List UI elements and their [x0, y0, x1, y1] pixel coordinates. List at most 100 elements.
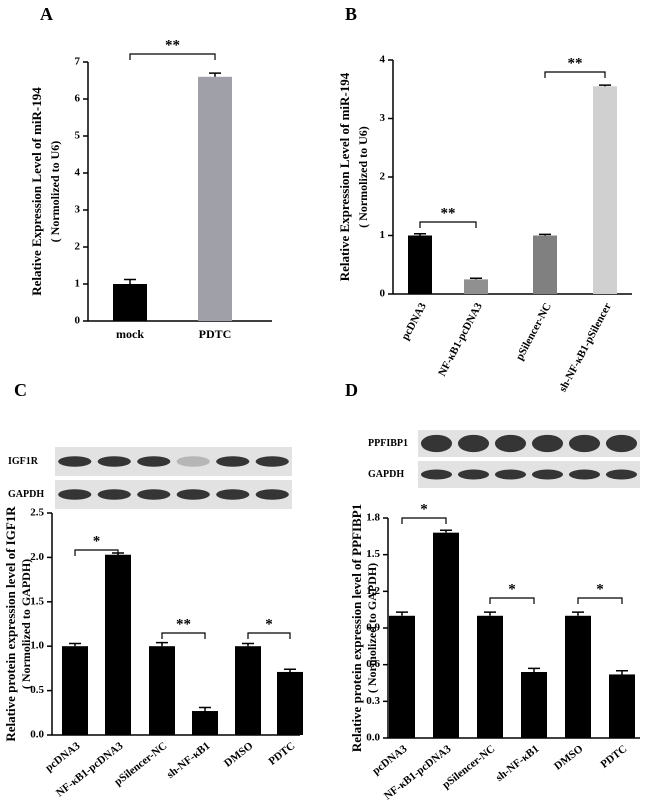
error-bar	[599, 84, 611, 87]
bar	[277, 671, 303, 735]
bar	[149, 646, 175, 735]
x-tick-label: NF-κB1-pcDNA3	[436, 301, 485, 379]
error-bar	[209, 72, 221, 77]
y-tick-label: 1.2	[366, 585, 380, 597]
error-bar	[242, 642, 254, 647]
error-bar	[616, 670, 628, 675]
x-tick-label: DMSO	[222, 740, 256, 770]
bar	[593, 86, 617, 294]
blot-label: GAPDH	[8, 489, 44, 500]
blot-band	[494, 469, 527, 480]
y-tick-label: 6	[75, 93, 81, 105]
panel-letter: A	[40, 4, 53, 24]
y-axis-label: Relative protein expression level of PPF…	[349, 504, 364, 752]
y-tick-label: 4	[380, 54, 386, 66]
blot-band	[58, 489, 92, 500]
blot-strip	[55, 447, 292, 476]
significance-label: *	[596, 581, 604, 597]
bar	[521, 672, 547, 738]
y-tick-label: 0	[380, 288, 386, 300]
x-tick-label: DMSO	[552, 743, 586, 773]
blot-band	[97, 489, 131, 500]
error-bar	[484, 611, 496, 616]
y-tick-label: 1.0	[30, 640, 44, 652]
significance-bracket	[401, 517, 447, 524]
error-bar	[572, 611, 584, 616]
x-tick-label: sh-NF-κB1-pSilencer	[557, 301, 614, 394]
panel-letter: B	[345, 4, 357, 24]
blot-band	[137, 456, 171, 467]
significance-bracket	[577, 597, 623, 604]
blot-band	[137, 489, 171, 500]
blot-band	[255, 456, 289, 467]
significance-bracket	[247, 632, 291, 639]
bar	[113, 284, 147, 321]
blot-band	[494, 434, 527, 453]
y-tick-label: 5	[75, 130, 81, 142]
y-tick-label: 0.6	[366, 658, 380, 670]
blot-band	[176, 456, 210, 467]
bar	[565, 615, 591, 738]
x-tick-label: pcDNA3	[43, 740, 83, 775]
error-bar	[528, 667, 540, 672]
bar	[533, 235, 557, 294]
blot-strip	[418, 430, 640, 457]
y-tick-label: 0	[75, 315, 81, 327]
y-tick-label: 1	[380, 229, 386, 241]
error-bar	[69, 642, 81, 647]
y-tick-label: 1.5	[366, 548, 380, 560]
y-tick-label: 1.8	[366, 512, 380, 524]
significance-bracket	[161, 632, 206, 639]
blot-strip	[418, 461, 640, 488]
error-bar	[440, 529, 452, 533]
bar	[389, 615, 415, 738]
y-tick-label: 2	[380, 171, 386, 183]
x-tick-label: sh-NF-κB1	[165, 740, 213, 781]
y-tick-label: 4	[75, 167, 81, 179]
significance-label: **	[165, 37, 180, 53]
y-axis-label: Relative Expression Level of miR-194	[29, 87, 44, 296]
blot-band	[255, 489, 289, 500]
y-tick-label: 0.9	[366, 622, 380, 634]
y-tick-label: 2.0	[30, 551, 44, 563]
y-tick-label: 7	[75, 56, 81, 68]
blot-band	[420, 434, 453, 453]
x-tick-label: pcDNA3	[370, 743, 410, 778]
blot-label: PPFIBP1	[368, 438, 408, 449]
bar	[408, 235, 432, 294]
y-axis-label: Relative protein expression level of IGF…	[3, 506, 18, 742]
blot-label: IGF1R	[8, 456, 39, 467]
significance-label: **	[441, 205, 456, 221]
blot-band	[216, 456, 250, 467]
blot-band	[457, 434, 490, 453]
y-axis-label: ( Normolized to U6)	[48, 141, 62, 243]
bar	[464, 279, 488, 294]
blot-band	[457, 469, 490, 480]
blot-band	[58, 456, 92, 467]
y-axis-label: ( Normolized to GAPDH)	[19, 559, 33, 689]
bar	[192, 711, 218, 735]
x-tick-label: sh-NF-κB1	[494, 743, 542, 784]
blot-band	[216, 489, 250, 500]
error-bar	[414, 232, 426, 236]
y-axis-label: ( Normolized to GAPDH)	[365, 563, 379, 693]
bar	[105, 554, 131, 735]
significance-label: **	[176, 616, 191, 632]
significance-label: *	[265, 616, 273, 632]
y-tick-label: 1	[75, 278, 81, 290]
panel-letter: C	[14, 380, 27, 400]
significance-bracket	[129, 53, 216, 60]
significance-bracket	[74, 549, 119, 556]
blot-band	[605, 434, 638, 453]
y-tick-label: 0.3	[366, 695, 380, 707]
significance-label: *	[420, 501, 428, 517]
x-tick-label: PDTC	[598, 743, 629, 771]
error-bar	[124, 278, 136, 284]
blot-band	[531, 469, 564, 480]
y-tick-label: 2.5	[30, 507, 44, 519]
x-tick-label: pSilencer-NC	[514, 301, 554, 362]
error-bar	[156, 641, 168, 647]
x-tick-label: PDTC	[199, 327, 232, 341]
blot-band	[605, 469, 638, 480]
